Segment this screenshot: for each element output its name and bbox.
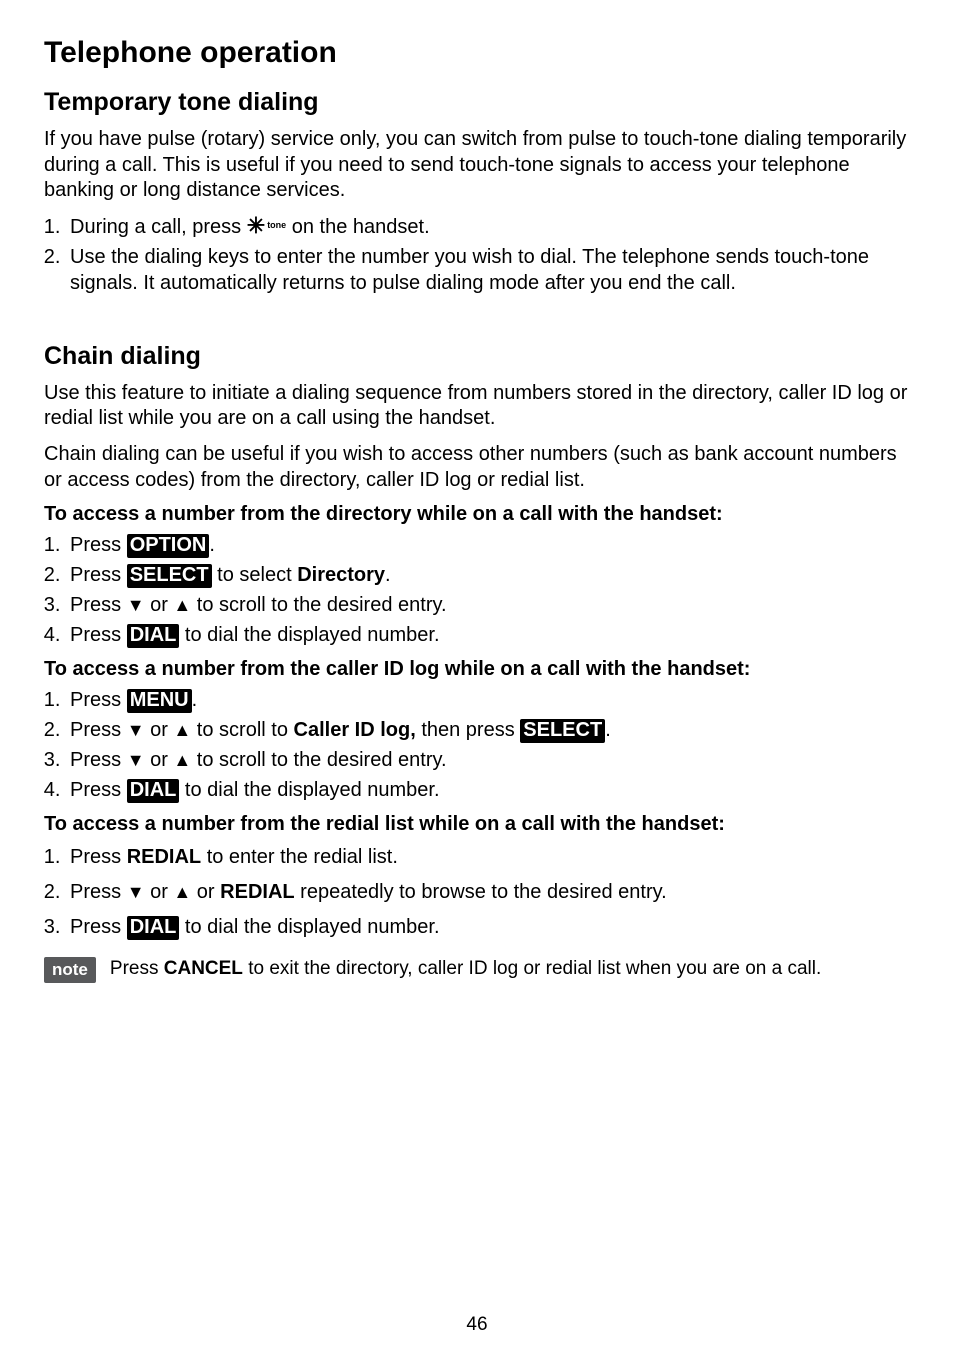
page-number: 46 <box>0 1314 954 1336</box>
red-step2: Press ▼ or ▲ or REDIAL repeatedly to bro… <box>66 877 910 908</box>
press-label: Press <box>70 719 127 741</box>
press-label: Press <box>70 916 127 938</box>
red-step3: Press DIAL to dial the displayed number. <box>66 912 910 943</box>
or-label: or <box>145 881 174 903</box>
or-label: or <box>145 594 174 616</box>
or-label: or <box>145 749 174 771</box>
dial-button-label: DIAL <box>127 624 180 648</box>
step1-post: on the handset. <box>286 216 429 238</box>
directory-label: Directory <box>297 564 385 586</box>
period: . <box>192 689 198 711</box>
section1-step1: During a call, press ✳tone on the handse… <box>66 214 910 240</box>
asterisk-icon: ✳ <box>247 215 265 237</box>
arrow-down-icon: ▼ <box>127 720 145 740</box>
dir-step1: Press OPTION. <box>66 532 910 558</box>
note-text: Press CANCEL to exit the directory, call… <box>110 957 821 981</box>
cid-step1: Press MENU. <box>66 687 910 713</box>
steps-callerid: Press MENU. Press ▼ or ▲ to scroll to Ca… <box>44 687 910 803</box>
option-button-label: OPTION <box>127 534 210 558</box>
press-label: Press <box>70 846 127 868</box>
arrow-up-icon: ▲ <box>173 595 191 615</box>
or-label: or <box>145 719 174 741</box>
dial-button-label: DIAL <box>127 779 180 803</box>
cancel-label: CANCEL <box>164 958 243 979</box>
dial-button-label: DIAL <box>127 916 180 940</box>
period: . <box>209 534 215 556</box>
scroll-to: to scroll to <box>191 719 293 741</box>
dial-displayed: to dial the displayed number. <box>179 779 439 801</box>
section2-intro2: Chain dialing can be useful if you wish … <box>44 442 910 493</box>
redial-label: REDIAL <box>127 846 201 868</box>
cid-step2: Press ▼ or ▲ to scroll to Caller ID log,… <box>66 717 910 743</box>
select-button-label: SELECT <box>520 719 605 743</box>
section2-intro1: Use this feature to initiate a dialing s… <box>44 381 910 432</box>
repeat-browse: repeatedly to browse to the desired entr… <box>295 881 667 903</box>
press-label: Press <box>70 534 127 556</box>
dir-step4: Press DIAL to dial the displayed number. <box>66 622 910 648</box>
or-label: or <box>191 881 220 903</box>
dir-step3: Press ▼ or ▲ to scroll to the desired en… <box>66 592 910 618</box>
scroll-desired: to scroll to the desired entry. <box>191 594 446 616</box>
dial-displayed: to dial the displayed number. <box>179 916 439 938</box>
enter-redial: to enter the redial list. <box>201 846 398 868</box>
steps-redial: Press REDIAL to enter the redial list. P… <box>44 842 910 943</box>
arrow-down-icon: ▼ <box>127 882 145 902</box>
select-button-label: SELECT <box>127 564 212 588</box>
to-select: to select <box>212 564 298 586</box>
then-press: then press <box>416 719 521 741</box>
section1-intro: If you have pulse (rotary) service only,… <box>44 127 910 204</box>
section1-step2: Use the dialing keys to enter the number… <box>66 244 910 296</box>
cid-step3: Press ▼ or ▲ to scroll to the desired en… <box>66 747 910 773</box>
press-label: Press <box>70 749 127 771</box>
arrow-down-icon: ▼ <box>127 595 145 615</box>
sub-heading-redial: To access a number from the redial list … <box>44 813 910 836</box>
arrow-up-icon: ▲ <box>173 882 191 902</box>
press-label: Press <box>70 624 127 646</box>
page-title: Telephone operation <box>44 36 910 70</box>
arrow-down-icon: ▼ <box>127 750 145 770</box>
dial-displayed: to dial the displayed number. <box>179 624 439 646</box>
steps-directory: Press OPTION. Press SELECT to select Dir… <box>44 532 910 648</box>
period: . <box>385 564 391 586</box>
arrow-up-icon: ▲ <box>173 750 191 770</box>
section1-steps: During a call, press ✳tone on the handse… <box>44 214 910 296</box>
arrow-up-icon: ▲ <box>173 720 191 740</box>
step1-pre: During a call, press <box>70 216 247 238</box>
note-post: to exit the directory, caller ID log or … <box>243 958 821 979</box>
scroll-desired: to scroll to the desired entry. <box>191 749 446 771</box>
redial-label: REDIAL <box>220 881 294 903</box>
page-container: Telephone operation Temporary tone diali… <box>0 0 954 1354</box>
press-label: Press <box>70 594 127 616</box>
period: . <box>605 719 611 741</box>
cid-step4: Press DIAL to dial the displayed number. <box>66 777 910 803</box>
tone-label: tone <box>267 220 286 232</box>
star-tone-key: ✳tone <box>247 215 286 237</box>
sub-heading-callerid: To access a number from the caller ID lo… <box>44 658 910 681</box>
menu-button-label: MENU <box>127 689 192 713</box>
red-step1: Press REDIAL to enter the redial list. <box>66 842 910 873</box>
press-label: Press <box>70 689 127 711</box>
press-label: Press <box>70 564 127 586</box>
dir-step2: Press SELECT to select Directory. <box>66 562 910 588</box>
section-heading-temporary-tone: Temporary tone dialing <box>44 88 910 117</box>
sub-heading-directory: To access a number from the directory wh… <box>44 503 910 526</box>
press-label: Press <box>70 881 127 903</box>
section-heading-chain-dialing: Chain dialing <box>44 342 910 371</box>
note-pre: Press <box>110 958 164 979</box>
press-label: Press <box>70 779 127 801</box>
note-row: note Press CANCEL to exit the directory,… <box>44 957 910 983</box>
note-badge: note <box>44 957 96 983</box>
caller-id-log-label: Caller ID log, <box>294 719 416 741</box>
